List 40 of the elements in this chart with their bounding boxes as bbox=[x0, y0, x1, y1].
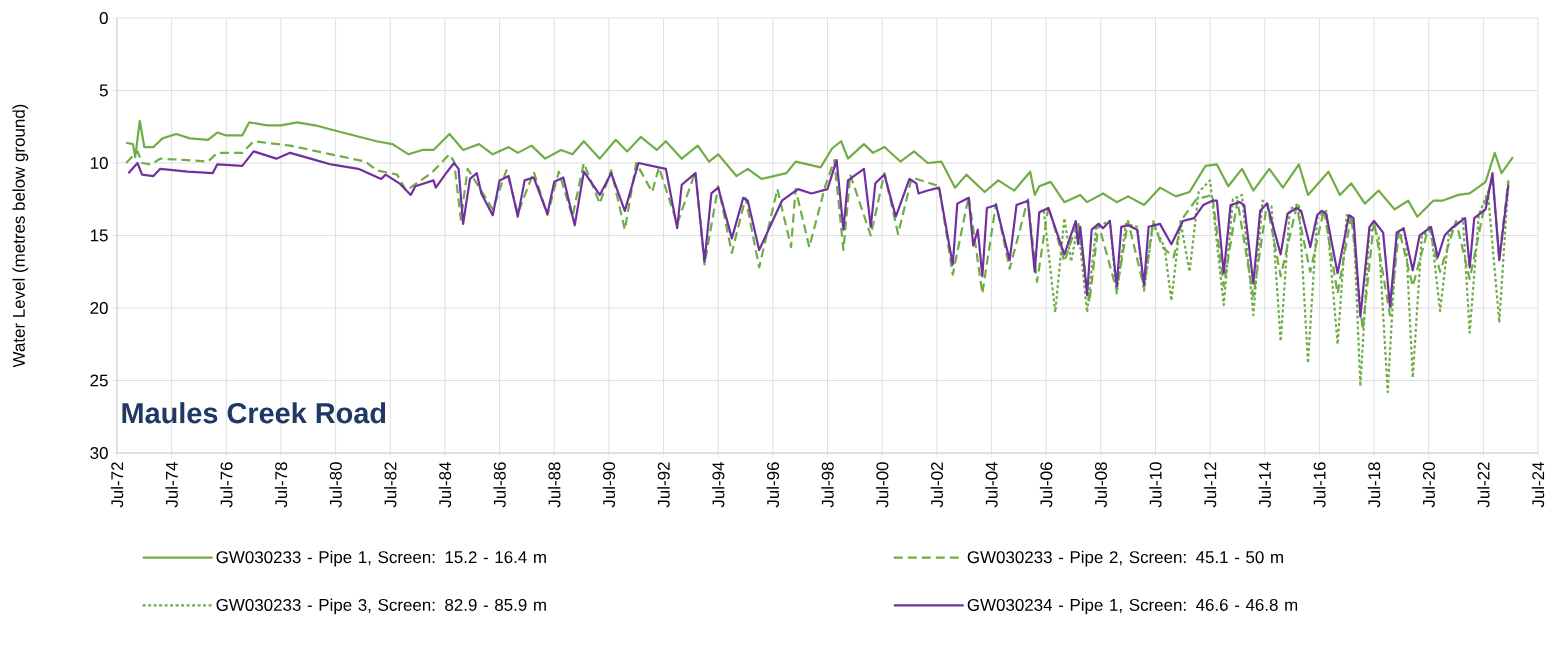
x-tick-label: Jul-12 bbox=[1203, 462, 1217, 508]
y-tick-label: 25 bbox=[90, 374, 108, 387]
y-tick-label: 15 bbox=[90, 229, 108, 242]
y-tick-label: 0 bbox=[99, 12, 108, 25]
x-tick-label: Jul-04 bbox=[985, 462, 998, 508]
legend-label: GW030234 - Pipe 1, Screen: 46.6 - 46.8 m bbox=[967, 598, 1298, 615]
legend-label: GW030233 - Pipe 3, Screen: 82.9 - 85.9 m bbox=[216, 598, 546, 615]
x-tick-label: Jul-90 bbox=[602, 462, 616, 508]
x-tick-label: Jul-84 bbox=[438, 462, 452, 508]
y-tick-label: 5 bbox=[99, 84, 108, 97]
x-tick-label: Jul-10 bbox=[1149, 462, 1162, 508]
x-tick-label: Jul-72 bbox=[110, 462, 124, 508]
x-tick-label: Jul-76 bbox=[220, 462, 233, 508]
x-tick-label: Jul-08 bbox=[1094, 462, 1107, 508]
x-tick-label: Jul-78 bbox=[274, 462, 288, 508]
x-tick-label: Jul-94 bbox=[711, 462, 725, 508]
y-tick-label: 10 bbox=[90, 157, 108, 170]
x-tick-label: Jul-88 bbox=[548, 462, 561, 508]
y-tick-label: 30 bbox=[90, 447, 108, 460]
text: Maules Creek Road bbox=[122, 402, 386, 424]
x-tick-label: Jul-14 bbox=[1258, 462, 1271, 508]
x-tick-label: Jul-06 bbox=[1039, 462, 1053, 508]
x-tick-label: Jul-20 bbox=[1422, 462, 1435, 508]
x-tick-label: Jul-98 bbox=[821, 462, 834, 508]
x-tick-label: Jul-86 bbox=[493, 462, 506, 508]
x-tick-label: Jul-24 bbox=[1531, 462, 1545, 508]
legend-label: GW030233 - Pipe 1, Screen: 15.2 - 16.4 m bbox=[216, 550, 546, 567]
x-tick-label: Jul-82 bbox=[384, 462, 397, 508]
x-tick-label: Jul-92 bbox=[657, 462, 670, 508]
x-tick-label: Jul-02 bbox=[930, 462, 944, 508]
legend-label: GW030233 - Pipe 2, Screen: 45.1 - 50 m bbox=[967, 550, 1283, 567]
x-tick-label: Jul-74 bbox=[165, 462, 178, 508]
x-tick-label: Jul-16 bbox=[1313, 462, 1326, 508]
x-tick-label: Jul-96 bbox=[766, 462, 780, 508]
y-axis-title: Water Level (metres below ground) bbox=[12, 104, 29, 368]
x-tick-label: Jul-22 bbox=[1477, 462, 1490, 508]
x-tick-label: Jul-18 bbox=[1367, 462, 1381, 508]
y-tick-label: 20 bbox=[90, 302, 108, 315]
x-tick-label: Jul-80 bbox=[329, 462, 342, 508]
x-tick-label: Jul-00 bbox=[875, 462, 889, 508]
